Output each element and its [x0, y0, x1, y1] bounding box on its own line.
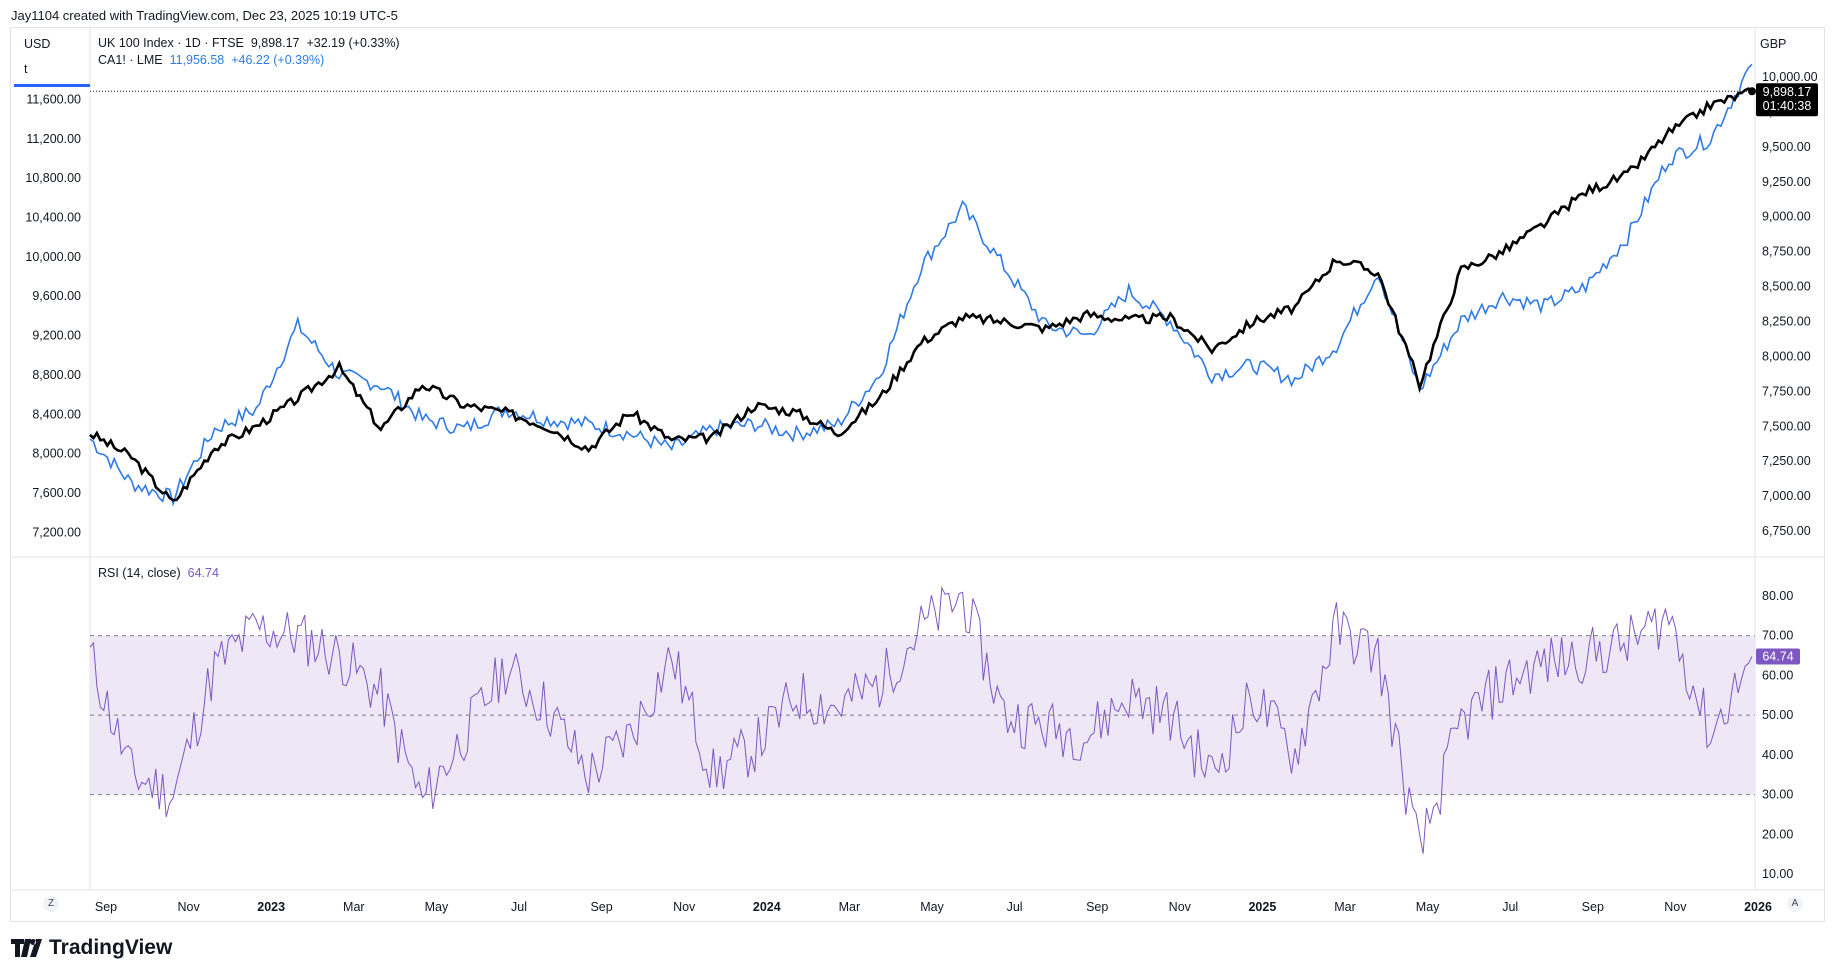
- time-axis-tick: Sep: [590, 900, 612, 914]
- time-axis-tick: Mar: [343, 900, 365, 914]
- rsi-axis-tick: 10.00: [1762, 867, 1793, 881]
- tradingview-logo-text: TradingView: [49, 936, 173, 959]
- time-axis-tick: Nov: [1664, 900, 1687, 914]
- time-axis-tick: Jul: [511, 900, 527, 914]
- left-axis-tick: 10,800.00: [25, 171, 81, 185]
- right-axis-tick: 7,500.00: [1762, 419, 1811, 433]
- zoom-button[interactable]: Z: [43, 896, 59, 912]
- right-axis-tick: 8,750.00: [1762, 245, 1811, 259]
- legend-copper-value: 11,956.58: [169, 53, 225, 67]
- tradingview-logo[interactable]: TradingView: [11, 936, 172, 960]
- time-axis-tick: 2023: [257, 900, 285, 914]
- time-axis-tick: May: [1416, 900, 1440, 914]
- time-axis-tick: 2026: [1744, 900, 1772, 914]
- tradingview-logo-icon: [11, 939, 42, 957]
- right-axis-tick: 6,750.00: [1762, 524, 1811, 538]
- time-axis-tick: Jul: [1007, 900, 1023, 914]
- main-legend: UK 100 Index · 1D · FTSE 9,898.17 +32.19…: [98, 35, 400, 69]
- right-axis-tick: 10,000.00: [1762, 70, 1818, 84]
- right-axis-tick: 7,250.00: [1762, 454, 1811, 468]
- time-axis-tick: 2025: [1248, 900, 1276, 914]
- right-axis-tick: 9,000.00: [1762, 210, 1811, 224]
- rsi-tag-box: [1756, 648, 1800, 665]
- left-axis-selection-bar: [14, 84, 90, 87]
- left-axis-tick: 10,000.00: [25, 250, 81, 264]
- rsi-tag-value: 64.74: [1762, 650, 1793, 664]
- right-axis-tick: 9,250.00: [1762, 175, 1811, 189]
- credit-text: Jay1104 created with TradingView.com, De…: [11, 8, 398, 23]
- left-axis-currency[interactable]: USD: [24, 37, 51, 51]
- right-axis-tick: 9,500.00: [1762, 140, 1811, 154]
- time-axis-tick: Nov: [177, 900, 200, 914]
- right-axis-tick: 8,000.00: [1762, 349, 1811, 363]
- time-axis-tick: Sep: [1582, 900, 1604, 914]
- time-axis-tick: May: [920, 900, 944, 914]
- rsi-axis-tick: 60.00: [1762, 668, 1793, 682]
- time-axis-tick: May: [425, 900, 449, 914]
- left-axis-tick: 8,800.00: [32, 368, 81, 382]
- auto-scale-button[interactable]: A: [1787, 896, 1803, 912]
- rsi-axis-tick: 80.00: [1762, 589, 1793, 603]
- legend-copper-change: +46.22 (+0.39%): [231, 53, 325, 67]
- legend-ftse-title[interactable]: UK 100 Index · 1D · FTSE: [98, 36, 244, 50]
- left-axis-tick: 7,200.00: [32, 525, 81, 539]
- legend-ftse-change: +32.19 (+0.33%): [306, 36, 400, 50]
- time-axis-tick: Jul: [1502, 900, 1518, 914]
- rsi-legend: RSI (14, close) 64.74: [98, 566, 219, 580]
- left-axis-tick: 10,400.00: [25, 211, 81, 225]
- rsi-legend-title[interactable]: RSI (14, close): [98, 566, 181, 580]
- series-ftse-line[interactable]: [89, 87, 1753, 502]
- left-axis-field[interactable]: t: [24, 62, 28, 76]
- right-axis-tick: 8,250.00: [1762, 314, 1811, 328]
- rsi-axis-tick: 50.00: [1762, 708, 1793, 722]
- left-axis-tick: 9,600.00: [32, 289, 81, 303]
- time-axis-tick: 2024: [753, 900, 781, 914]
- price-tag-box: [1756, 83, 1818, 117]
- rsi-axis-tick: 20.00: [1762, 827, 1793, 841]
- price-tag-value: 9,898.17: [1763, 85, 1812, 99]
- series-copper-line[interactable]: [89, 63, 1753, 507]
- rsi-axis-tick: 40.00: [1762, 748, 1793, 762]
- time-axis-tick: Mar: [839, 900, 861, 914]
- rsi-axis-tick: 30.00: [1762, 788, 1793, 802]
- left-axis-tick: 8,000.00: [32, 447, 81, 461]
- rsi-line[interactable]: [89, 586, 1753, 854]
- left-axis-tick: 11,600.00: [26, 93, 81, 107]
- time-axis-tick: Sep: [95, 900, 117, 914]
- right-axis-currency[interactable]: GBP: [1760, 37, 1787, 51]
- legend-ftse-value: 9,898.17: [250, 36, 300, 50]
- price-tag-countdown: 01:40:38: [1763, 99, 1812, 113]
- time-axis-tick: Sep: [1086, 900, 1108, 914]
- chart-container[interactable]: [10, 27, 1825, 922]
- left-axis-tick: 7,600.00: [32, 486, 81, 500]
- left-axis-tick: 9,200.00: [32, 329, 81, 343]
- legend-copper-title[interactable]: CA1! · LME: [98, 53, 163, 67]
- right-axis-tick: 7,750.00: [1762, 384, 1811, 398]
- left-axis-tick: 11,200.00: [26, 132, 81, 146]
- rsi-legend-value: 64.74: [187, 566, 219, 580]
- right-axis-tick: 8,500.00: [1762, 280, 1811, 294]
- right-axis-tick: 7,000.00: [1762, 489, 1811, 503]
- left-axis-tick: 8,400.00: [32, 407, 81, 421]
- time-axis-tick: Mar: [1334, 900, 1356, 914]
- time-axis-tick: Nov: [673, 900, 696, 914]
- time-axis-tick: Nov: [1169, 900, 1192, 914]
- rsi-axis-tick: 70.00: [1762, 629, 1793, 643]
- last-price-marker: [1748, 87, 1756, 96]
